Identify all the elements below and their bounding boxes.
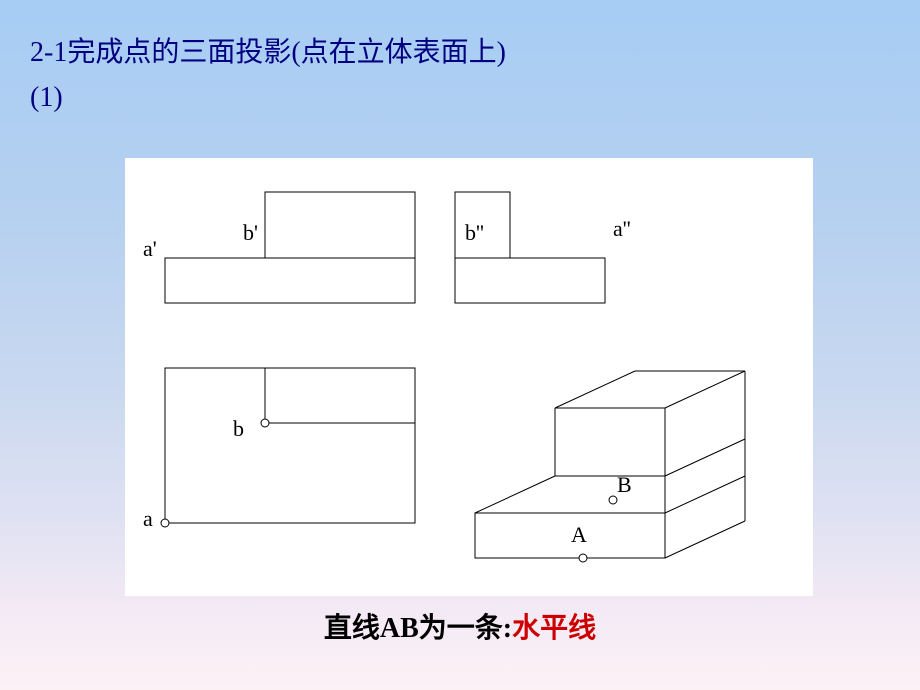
- answer-highlight: 水平线: [512, 613, 596, 644]
- label-iso-B: B: [617, 472, 632, 498]
- title-line-2: (1): [30, 82, 63, 114]
- answer-line: 直线AB为一条:水平线: [0, 606, 920, 646]
- label-b-dprime: b'': [465, 220, 484, 246]
- answer-prefix: 直线AB为一条:: [324, 613, 512, 644]
- label-a-top: a: [143, 506, 153, 532]
- diagram-canvas: a' b' b'' a'' b a A B: [125, 158, 813, 596]
- label-b-prime: b': [243, 220, 258, 246]
- label-a-dprime: a'': [613, 216, 631, 242]
- label-a-prime: a': [143, 236, 157, 262]
- label-b-top: b: [233, 416, 244, 442]
- title-line-1: 2-1完成点的三面投影(点在立体表面上): [30, 30, 506, 70]
- label-iso-A: A: [571, 522, 587, 548]
